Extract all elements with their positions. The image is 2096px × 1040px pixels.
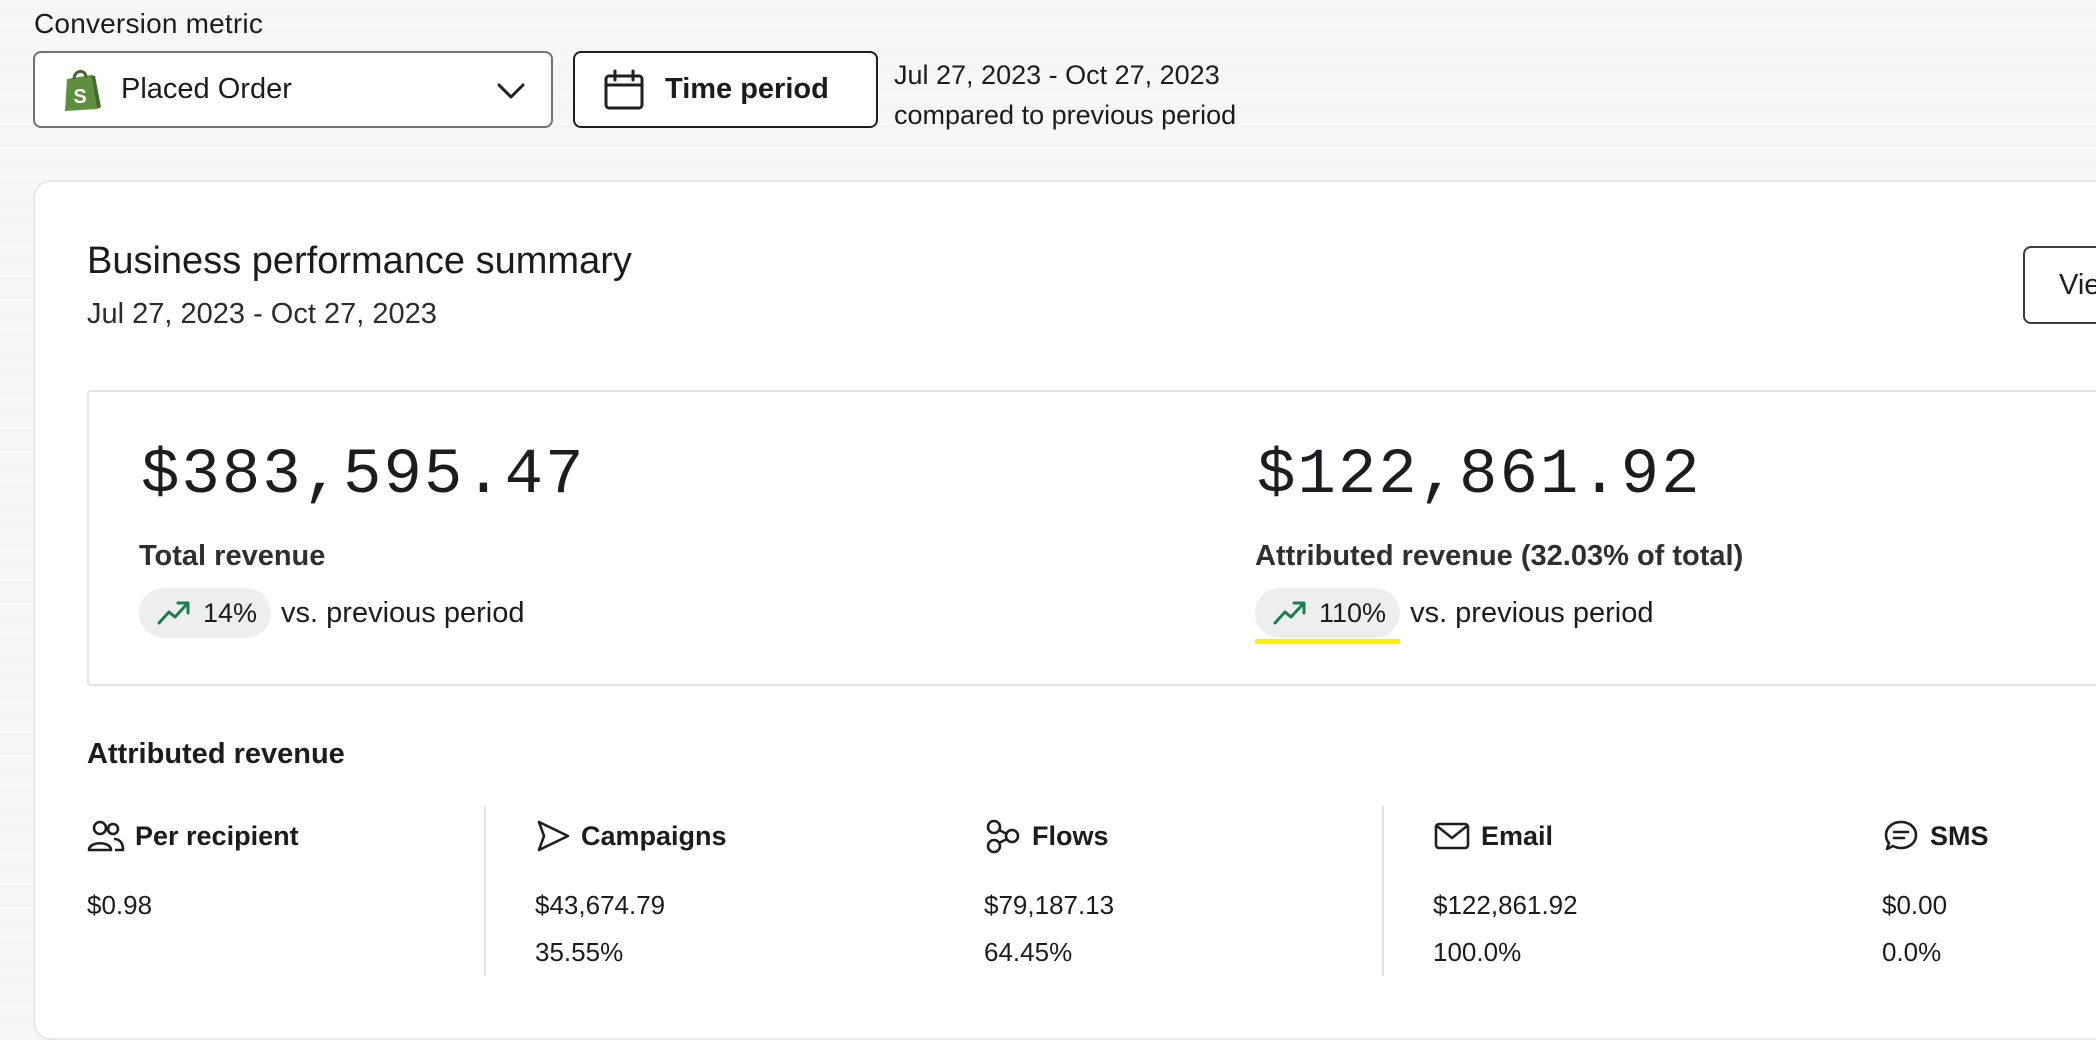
date-range-text: Jul 27, 2023 - Oct 27, 2023 (894, 60, 1220, 90)
column-percent: 35.55% (535, 937, 624, 967)
conversion-metric-label: Conversion metric (34, 8, 264, 39)
total-revenue-trend: 14% vs. previous period (139, 588, 524, 638)
page-title: Business performance summary (87, 240, 632, 282)
column-label: Flows (1032, 820, 1109, 851)
attributed-revenue-change-badge: 110% (1255, 588, 1401, 644)
attributed-revenue-heading: Attributed revenue (87, 738, 345, 770)
column-label: Email (1481, 820, 1554, 851)
column-value: $122,861.92 (1433, 890, 1578, 920)
total-revenue-change: 14% (203, 597, 258, 628)
svg-text:S: S (73, 86, 86, 108)
flows-icon (986, 819, 1020, 854)
column-percent: 0.0% (1882, 937, 1942, 967)
attributed-revenue-change: 110% (1319, 597, 1387, 628)
view-button[interactable]: Vie (2023, 246, 2096, 324)
attributed-revenue-label: Attributed revenue (32.03% of total) (1255, 540, 1744, 572)
column-label: Campaigns (581, 820, 727, 851)
campaign-send-icon (537, 820, 570, 852)
sms-icon (1884, 820, 1918, 851)
sms-column: SMS $0.00 0.0% (1882, 816, 2096, 968)
column-divider (1382, 806, 1384, 976)
column-value: $43,674.79 (535, 890, 666, 920)
trend-up-icon (1273, 601, 1306, 625)
revenue-summary-box: $383,595.47 Total revenue 14% vs. previo… (87, 390, 2096, 686)
total-revenue-change-text: vs. previous period (281, 596, 525, 629)
shopify-bag-icon: S (59, 67, 103, 113)
time-period-label: Time period (665, 73, 829, 105)
business-summary-card: Business performance summary Jul 27, 202… (33, 180, 2096, 1040)
column-value: $79,187.13 (984, 890, 1115, 920)
comparison-text: compared to previous period (894, 100, 1237, 130)
people-icon (87, 820, 125, 852)
total-revenue-change-badge: 14% (139, 588, 272, 638)
email-column: Email $122,861.92 100.0% (1433, 816, 1873, 968)
date-range-info: Jul 27, 2023 - Oct 27, 2023 compared to … (894, 55, 1236, 135)
flows-column: Flows $79,187.13 64.45% (984, 816, 1424, 968)
time-period-button[interactable]: Time period (573, 51, 878, 128)
conversion-metric-value: Placed Order (121, 73, 292, 105)
attributed-revenue-amount: $122,861.92 (1257, 440, 1702, 512)
email-icon (1434, 822, 1470, 850)
calendar-icon (604, 69, 644, 109)
column-label: Per recipient (135, 820, 299, 851)
highlight-underline (1255, 639, 1401, 644)
total-revenue-label: Total revenue (139, 540, 326, 572)
attributed-revenue-trend: 110% vs. previous period (1255, 588, 1654, 644)
column-percent: 64.45% (984, 937, 1073, 967)
column-value: $0.00 (1882, 890, 1948, 920)
column-value: $0.98 (87, 890, 153, 920)
chevron-down-icon (497, 83, 525, 99)
column-label: SMS (1930, 820, 1989, 851)
column-percent: 100.0% (1433, 937, 1522, 967)
column-divider (484, 806, 486, 976)
summary-date-range: Jul 27, 2023 - Oct 27, 2023 (87, 298, 437, 330)
campaigns-column: Campaigns $43,674.79 35.55% (535, 816, 975, 968)
per-recipient-column: Per recipient $0.98 (87, 816, 527, 937)
total-revenue-amount: $383,595.47 (141, 440, 586, 512)
attributed-revenue-change-text: vs. previous period (1410, 596, 1654, 629)
conversion-metric-select[interactable]: S Placed Order (33, 51, 553, 128)
trend-up-icon (157, 601, 190, 625)
